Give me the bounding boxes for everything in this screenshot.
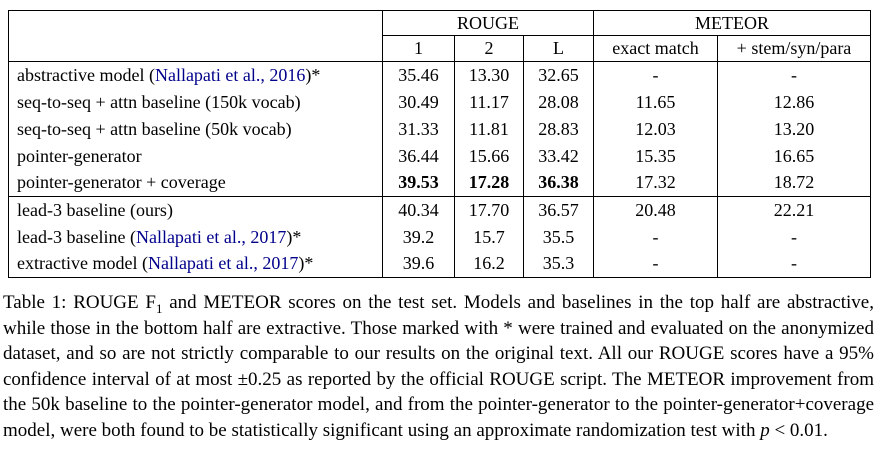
model-name-cell: lead-3 baseline (Nallapati et al., 2017)… bbox=[8, 223, 383, 251]
score-cell: 35.5 bbox=[523, 223, 594, 251]
score-cell: 28.08 bbox=[523, 88, 594, 116]
table-row: pointer-generator + coverage 39.53 17.28 36… bbox=[8, 169, 871, 197]
column-header-l: L bbox=[523, 35, 594, 62]
caption-text-2: and METEOR scores on the test set. Model… bbox=[3, 292, 874, 441]
model-name-cell: lead-3 baseline (ours) bbox=[8, 196, 383, 224]
model-name-text: seq-to-seq + attn baseline (150k vocab) bbox=[17, 91, 301, 112]
score-cell: 18.72 bbox=[773, 172, 815, 193]
column-header-exact-match: exact match bbox=[593, 35, 718, 62]
score-cell: 17.70 bbox=[454, 196, 524, 224]
score-cell: 22.21 bbox=[717, 196, 871, 224]
score-cell: 40.34 bbox=[382, 196, 455, 224]
caption-text-1: Table 1: ROUGE F bbox=[3, 292, 156, 313]
table-caption: Table 1: ROUGE F1 and METEOR scores on t… bbox=[3, 290, 874, 443]
score-cell: 15.66 bbox=[454, 142, 524, 170]
rouge-group-header: ROUGE bbox=[382, 10, 594, 36]
score-cell: 11.81 bbox=[454, 115, 524, 143]
score-cell: 30.49 bbox=[382, 88, 455, 116]
table-row: extractive model (Nallapati et al., 2017… bbox=[8, 250, 871, 278]
table-row: seq-to-seq + attn baseline (50k vocab) 31… bbox=[8, 115, 871, 143]
score-cell: 36.44 bbox=[382, 142, 455, 170]
model-name-cell: abstractive model (Nallapati et al., 201… bbox=[8, 61, 383, 89]
table-row: abstractive model (Nallapati et al., 201… bbox=[8, 61, 871, 89]
model-name-cell: seq-to-seq + attn baseline (150k vocab) bbox=[8, 88, 383, 116]
score-cell: - bbox=[593, 250, 718, 278]
model-name-cell: seq-to-seq + attn baseline (50k vocab) bbox=[8, 115, 383, 143]
score-cell: 17.32 bbox=[593, 169, 718, 197]
score-cell: - bbox=[791, 253, 797, 274]
model-name-text: lead-3 baseline (ours) bbox=[17, 199, 173, 220]
score-cell: 35.3 bbox=[523, 250, 594, 278]
score-cell: 15.7 bbox=[454, 223, 524, 251]
corner-cell bbox=[8, 10, 383, 62]
model-name-text: extractive model ( bbox=[17, 253, 148, 274]
meteor-group-header: METEOR bbox=[593, 10, 871, 36]
score-cell: - bbox=[593, 61, 718, 89]
score-cell: 16.2 bbox=[454, 250, 524, 278]
score-cell: 36.57 bbox=[523, 196, 594, 224]
score-cell: 17.28 bbox=[454, 169, 524, 197]
score-cell: 11.17 bbox=[454, 88, 524, 116]
model-name-cell: pointer-generator bbox=[8, 142, 383, 170]
score-cell: 12.03 bbox=[593, 115, 718, 143]
score-cell: 13.20 bbox=[773, 118, 815, 139]
table-row: lead-3 baseline (Nallapati et al., 2017)… bbox=[8, 223, 871, 251]
column-header-stem-syn-para: + stem/syn/para bbox=[736, 38, 852, 58]
citation-link[interactable]: Nallapati et al., 2017 bbox=[135, 226, 287, 247]
model-name-suffix: )* bbox=[305, 64, 321, 85]
score-cell: 12.86 bbox=[773, 91, 815, 112]
table-row: lead-3 baseline (ours) 40.34 17.70 36.57 20.… bbox=[8, 196, 871, 224]
model-name-suffix: )* bbox=[286, 226, 302, 247]
score-cell: 36.38 bbox=[523, 169, 594, 197]
score-cell: - bbox=[593, 223, 718, 251]
model-name-cell: pointer-generator + coverage bbox=[8, 169, 383, 197]
score-cell: 13.30 bbox=[454, 61, 524, 89]
model-name-suffix: )* bbox=[298, 253, 314, 274]
score-cell: 32.65 bbox=[523, 61, 594, 89]
caption-text-3: < 0.01. bbox=[769, 419, 828, 441]
score-cell: 11.65 bbox=[593, 88, 718, 116]
model-name-cell: extractive model (Nallapati et al., 2017… bbox=[8, 250, 383, 278]
score-cell: - bbox=[717, 61, 871, 89]
column-header-1: 1 bbox=[382, 35, 455, 62]
group-header-row: ROUGE METEOR bbox=[8, 10, 871, 62]
score-cell: 39.2 bbox=[382, 223, 455, 251]
score-cell: 33.42 bbox=[523, 142, 594, 170]
score-cell: 16.65 bbox=[773, 145, 815, 166]
model-name-text: seq-to-seq + attn baseline (50k vocab) bbox=[17, 118, 292, 139]
caption-italic-p: p bbox=[760, 419, 770, 441]
model-name-text: abstractive model ( bbox=[17, 64, 155, 85]
citation-link[interactable]: Nallapati et al., 2016 bbox=[154, 64, 306, 85]
table-row: seq-to-seq + attn baseline (150k vocab) 3… bbox=[8, 88, 871, 116]
model-name-text: lead-3 baseline ( bbox=[17, 226, 136, 247]
column-header-2: 2 bbox=[454, 35, 524, 62]
score-cell: 35.46 bbox=[382, 61, 455, 89]
citation-link[interactable]: Nallapati et al., 2017 bbox=[147, 253, 299, 274]
score-cell: 28.83 bbox=[523, 115, 594, 143]
score-cell: 31.33 bbox=[382, 115, 455, 143]
score-cell: 20.48 bbox=[593, 196, 718, 224]
score-cell: 39.53 bbox=[382, 169, 455, 197]
table-row: pointer-generator 36.44 15.66 33.42 15.35 16.… bbox=[8, 142, 871, 170]
caption-subscript: 1 bbox=[155, 300, 163, 316]
model-name-text: pointer-generator bbox=[17, 145, 142, 166]
score-cell: 15.35 bbox=[593, 142, 718, 170]
model-name-text: pointer-generator + coverage bbox=[17, 172, 226, 193]
score-cell: 39.6 bbox=[382, 250, 455, 278]
score-cell: - bbox=[791, 226, 797, 247]
